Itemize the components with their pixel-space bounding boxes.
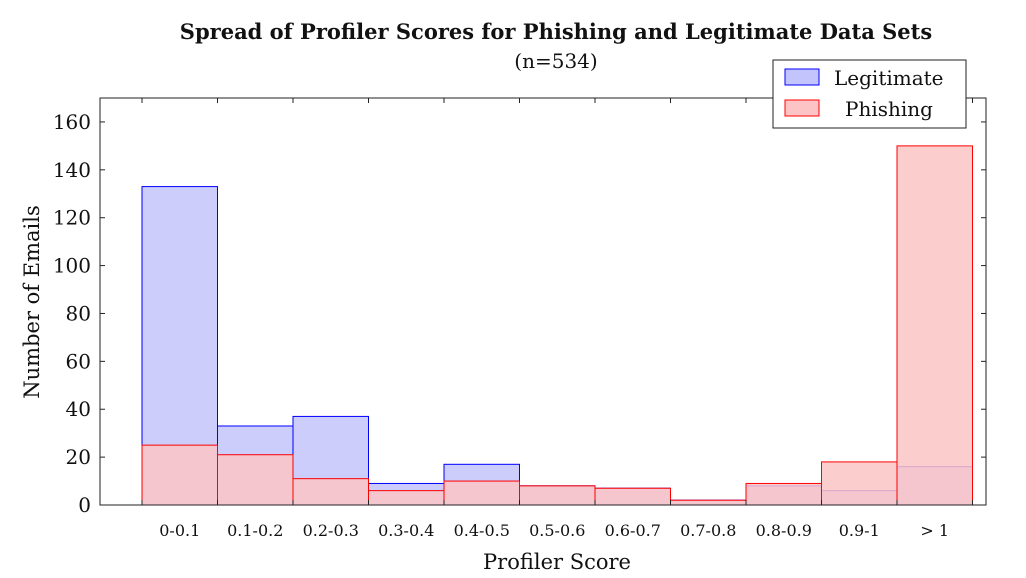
x-tick-label: > 1 [920, 521, 949, 540]
bar-phishing-10 [896, 145, 973, 506]
bar-phishing-9 [821, 461, 898, 506]
y-axis: 0 20 40 60 80 100 120 140 160 [53, 110, 986, 517]
legend-swatch-legitimate [784, 68, 820, 86]
bar-phishing-7 [670, 499, 747, 506]
legend-label-phishing: Phishing [845, 97, 933, 121]
x-tick-label: 0.2-0.3 [303, 521, 359, 540]
x-axis-label: Profiler Score [483, 550, 631, 574]
x-tick-label: 0.1-0.2 [227, 521, 283, 540]
y-tick-label: 160 [53, 110, 91, 134]
plot-area [141, 145, 973, 506]
bar-phishing-1 [217, 454, 294, 506]
y-tick-label: 140 [53, 158, 91, 182]
bar-phishing-2 [292, 478, 369, 506]
bar-phishing-6 [594, 487, 671, 506]
chart-subtitle: (n=534) [514, 49, 597, 73]
y-tick-label: 40 [66, 397, 91, 421]
y-tick-label: 0 [78, 493, 91, 517]
chart-title: Spread of Profiler Scores for Phishing a… [180, 19, 932, 44]
y-tick-label: 60 [66, 349, 91, 373]
legend-label-legitimate: Legitimate [834, 66, 944, 90]
y-tick-label: 120 [53, 206, 91, 230]
y-tick-label: 20 [66, 445, 91, 469]
x-tick-label: 0-0.1 [159, 521, 200, 540]
bar-phishing-8 [745, 482, 822, 506]
x-tick-label: 0.5-0.6 [529, 521, 585, 540]
y-tick-label: 100 [53, 254, 91, 278]
x-tick-label: 0.6-0.7 [605, 521, 661, 540]
x-tick-label: 0.7-0.8 [680, 521, 736, 540]
bar-phishing-3 [368, 490, 445, 506]
y-tick-label: 80 [66, 301, 91, 325]
x-axis: 0-0.1 0.1-0.2 0.2-0.3 0.3-0.4 0.4-0.5 0.5-0.6… [141, 98, 973, 540]
legend-swatch-phishing [784, 99, 820, 117]
bar-phishing-5 [519, 485, 596, 506]
legend: Legitimate Phishing [772, 59, 967, 129]
x-tick-label: 0.9-1 [839, 521, 880, 540]
bar-phishing-4 [443, 480, 520, 506]
x-tick-label: 0.3-0.4 [378, 521, 434, 540]
bar-phishing-0 [141, 444, 218, 506]
x-tick-label: 0.4-0.5 [454, 521, 510, 540]
x-tick-label: 0.8-0.9 [756, 521, 812, 540]
y-axis-label: Number of Emails [20, 205, 44, 398]
plot-frame [99, 97, 987, 506]
